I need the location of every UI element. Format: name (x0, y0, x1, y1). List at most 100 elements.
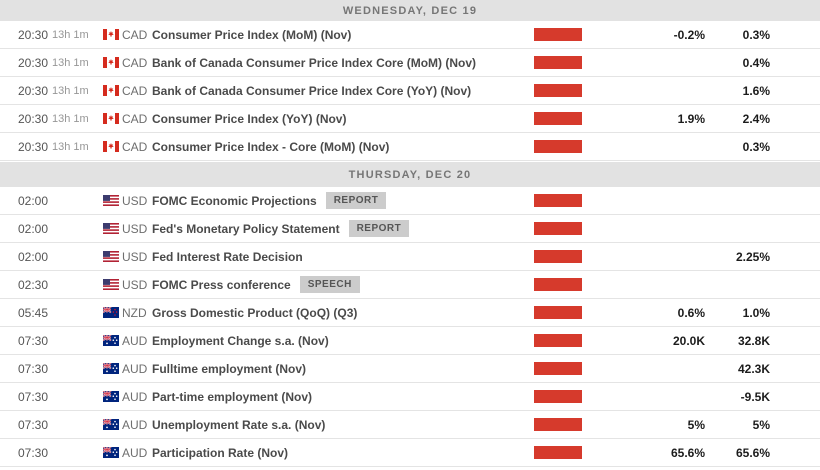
event-name: FOMC Press conference (152, 277, 291, 292)
event-time: 02:00 (18, 249, 49, 264)
event-row[interactable]: 20:30 13h 1m CAD Bank of Canada Consumer Pr… (0, 77, 820, 105)
impact-cell (534, 362, 582, 375)
event-name: Bank of Canada Consumer Price Index Core… (152, 83, 472, 98)
currency-cell: USD (95, 250, 152, 264)
event-cell: Bank of Canada Consumer Price Index Core… (152, 84, 534, 98)
event-name: Employment Change s.a. (Nov) (152, 333, 329, 348)
event-countdown: 13h 1m (52, 84, 89, 97)
event-time: 20:30 (18, 55, 49, 70)
high-impact-bar-icon (534, 56, 582, 69)
day-header: WEDNESDAY, DEC 19 (0, 0, 820, 21)
event-time: 20:30 (18, 27, 49, 42)
event-name: Unemployment Rate s.a. (Nov) (152, 417, 326, 432)
actual-column-spacer (770, 200, 820, 201)
event-cell: Gross Domestic Product (QoQ) (Q3) (152, 306, 534, 320)
impact-cell (534, 140, 582, 153)
event-row[interactable]: 07:30 AUD Unemployment Rate s.a. (Nov) 5% 5% (0, 411, 820, 439)
event-name: Fed's Monetary Policy Statement (152, 221, 340, 236)
event-name: Gross Domestic Product (QoQ) (Q3) (152, 305, 358, 320)
actual-column-spacer (770, 256, 820, 257)
previous-value: 5% (752, 417, 770, 432)
actual-column-spacer (770, 146, 820, 147)
impact-cell (534, 278, 582, 291)
canada-flag-icon (103, 141, 119, 152)
actual-column-spacer (770, 90, 820, 91)
currency-cell: AUD (95, 446, 152, 460)
event-row[interactable]: 20:30 13h 1m CAD Consumer Price Index (YoY)… (0, 105, 820, 133)
event-row[interactable]: 07:30 AUD Part-time employment (Nov) -9.5K (0, 383, 820, 411)
usa-flag-icon (103, 279, 119, 290)
currency-code: AUD (122, 389, 148, 404)
event-name: Part-time employment (Nov) (152, 389, 313, 404)
currency-code: CAD (122, 111, 148, 126)
event-name: Fed Interest Rate Decision (152, 249, 303, 264)
currency-code: USD (122, 193, 148, 208)
actual-column-spacer (770, 424, 820, 425)
impact-cell (534, 390, 582, 403)
actual-column-spacer (770, 312, 820, 313)
high-impact-bar-icon (534, 306, 582, 319)
actual-column-spacer (770, 452, 820, 453)
currency-cell: NZD (95, 306, 152, 320)
event-row[interactable]: 02:00 USD Fed's Monetary Policy Statement R… (0, 215, 820, 243)
impact-cell (534, 222, 582, 235)
australia-flag-icon (103, 391, 119, 402)
high-impact-bar-icon (534, 28, 582, 41)
event-row[interactable]: 07:30 AUD Fulltime employment (Nov) 42.3K (0, 355, 820, 383)
currency-code: USD (122, 277, 148, 292)
impact-cell (534, 84, 582, 97)
event-cell: Fulltime employment (Nov) (152, 362, 534, 376)
event-cell: Consumer Price Index - Core (MoM) (Nov) (152, 140, 534, 154)
previous-value: 0.3% (742, 139, 770, 154)
previous-value: -9.5K (740, 389, 770, 404)
high-impact-bar-icon (534, 362, 582, 375)
event-row[interactable]: 02:00 USD Fed Interest Rate Decision 2.25% (0, 243, 820, 271)
event-cell: FOMC Press conference SPEECH (152, 276, 534, 293)
event-row[interactable]: 02:00 USD FOMC Economic Projections REPORT (0, 187, 820, 215)
event-countdown: 13h 1m (52, 140, 89, 153)
previous-value: 1.0% (742, 305, 770, 320)
event-cell: Fed's Monetary Policy Statement REPORT (152, 220, 534, 237)
previous-value: 32.8K (737, 333, 770, 348)
canada-flag-icon (103, 57, 119, 68)
event-time: 02:00 (18, 221, 49, 236)
event-row[interactable]: 20:30 13h 1m CAD Consumer Price Index (MoM)… (0, 21, 820, 49)
forecast-value: 5% (687, 417, 705, 432)
forecast-value: 1.9% (677, 111, 705, 126)
event-row[interactable]: 07:30 AUD Employment Change s.a. (Nov) 20.0… (0, 327, 820, 355)
actual-column-spacer (770, 118, 820, 119)
day-header: THURSDAY, DEC 20 (0, 162, 820, 187)
impact-cell (534, 334, 582, 347)
actual-column-spacer (770, 284, 820, 285)
event-name: Fulltime employment (Nov) (152, 361, 307, 376)
high-impact-bar-icon (534, 390, 582, 403)
event-row[interactable]: 02:30 USD FOMC Press conference SPEECH (0, 271, 820, 299)
event-time: 20:30 (18, 111, 49, 126)
impact-cell (534, 418, 582, 431)
event-type-badge: REPORT (348, 220, 410, 237)
event-row[interactable]: 05:45 NZD Gross Domestic Product (QoQ) (Q3… (0, 299, 820, 327)
canada-flag-icon (103, 113, 119, 124)
canada-flag-icon (103, 85, 119, 96)
event-cell: Fed Interest Rate Decision (152, 250, 534, 264)
event-time: 20:30 (18, 139, 49, 154)
currency-cell: AUD (95, 362, 152, 376)
event-row[interactable]: 20:30 13h 1m CAD Consumer Price Index - Cor… (0, 133, 820, 161)
event-row[interactable]: 20:30 13h 1m CAD Bank of Canada Consumer Pr… (0, 49, 820, 77)
event-row[interactable]: 07:30 AUD Participation Rate (Nov) 65.6% 65.… (0, 439, 820, 467)
high-impact-bar-icon (534, 418, 582, 431)
calendar-day-section: WEDNESDAY, DEC 19 20:30 13h 1m CAD Consumer … (0, 0, 820, 161)
event-type-badge: SPEECH (299, 276, 360, 293)
australia-flag-icon (103, 419, 119, 430)
event-name: Consumer Price Index - Core (MoM) (Nov) (152, 139, 390, 154)
high-impact-bar-icon (534, 112, 582, 125)
event-time: 07:30 (18, 417, 49, 432)
previous-value: 65.6% (735, 445, 770, 460)
currency-code: USD (122, 221, 148, 236)
high-impact-bar-icon (534, 140, 582, 153)
currency-code: CAD (122, 139, 148, 154)
usa-flag-icon (103, 223, 119, 234)
actual-column-spacer (770, 368, 820, 369)
australia-flag-icon (103, 447, 119, 458)
event-time: 07:30 (18, 361, 49, 376)
